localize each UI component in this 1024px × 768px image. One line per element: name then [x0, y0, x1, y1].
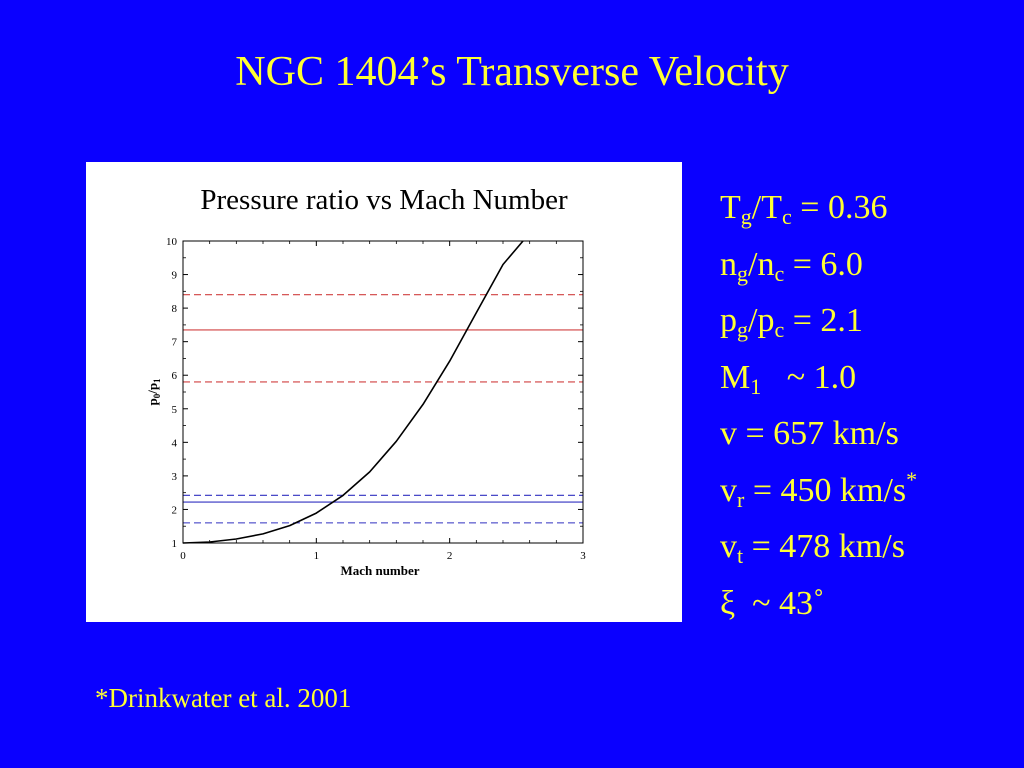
y-tick-label-9: 10	[166, 236, 178, 248]
y-tick-label-7: 8	[172, 303, 178, 315]
param-density-ratio: ng/nc = 6.0	[720, 245, 863, 286]
footnote-citation: *Drinkwater et al. 2001	[95, 683, 352, 713]
x-tick-label-0: 0	[180, 550, 186, 562]
y-tick-label-4: 5	[172, 404, 178, 416]
param-pressure-ratio: pg/pc = 2.1	[720, 302, 863, 342]
y-tick-label-3: 4	[172, 437, 178, 449]
series-line-0	[182, 240, 524, 544]
y-tick-label-5: 6	[172, 370, 178, 382]
param-temperature-ratio: Tg/Tc = 0.36	[720, 189, 888, 229]
param-mach-number: M1 ~ 1.0	[720, 358, 857, 399]
y-tick-label-2: 3	[172, 471, 178, 483]
y-tick-label-6: 7	[172, 337, 178, 349]
x-tick-label-2: 2	[447, 550, 453, 562]
chart-title: Pressure ratio vs Mach Number	[200, 184, 568, 216]
y-axis-label: p0/p1	[145, 378, 162, 406]
parameter-list: Tg/Tc = 0.36 ng/nc = 6.0 pg/pc = 2.1 M1 …	[720, 180, 917, 632]
x-axis-label: Mach number	[340, 563, 419, 578]
y-tick-label-0: 1	[172, 538, 178, 550]
param-velocity: v = 657 km/s	[720, 415, 899, 452]
slide-title: NGC 1404’s Transverse Velocity	[235, 49, 789, 95]
plot-frame	[182, 240, 584, 544]
param-radial-velocity: vr = 450 km/s*	[720, 466, 918, 512]
chart-panel: 0 1 2 3 1 2 3 4 5 6 7 8 9 10 Mach number p0/p1 Pressure…	[86, 162, 682, 622]
x-tick-label-3: 3	[580, 550, 586, 562]
param-transverse-velocity: vt = 478 km/s	[720, 528, 905, 568]
y-tick-label-1: 2	[172, 504, 178, 516]
param-angle-xi: ξ ~ 43˚	[720, 584, 825, 622]
x-tick-label-1: 1	[314, 550, 320, 562]
y-tick-label-8: 9	[172, 270, 178, 282]
